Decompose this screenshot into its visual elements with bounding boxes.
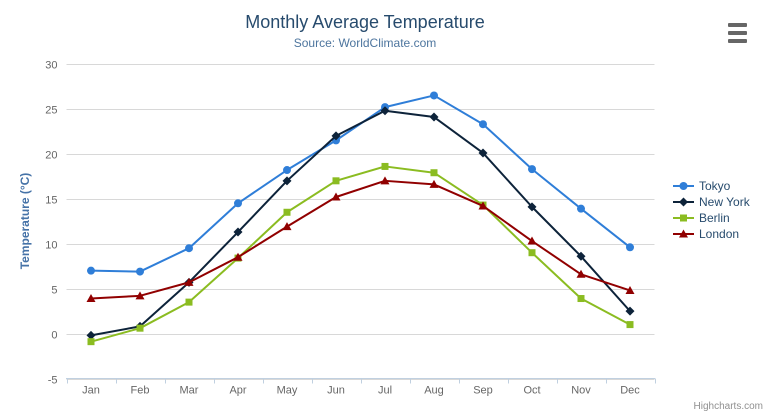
y-axis-label: 5 (51, 285, 57, 297)
data-point-berlin-jan[interactable] (87, 338, 95, 346)
legend-label-new-york: New York (699, 195, 750, 209)
y-axis-title: Temperature (°C) (18, 172, 32, 270)
legend-symbol-london[interactable] (679, 229, 688, 238)
data-point-new-york-apr[interactable] (233, 227, 243, 237)
x-axis-label-jan: Jan (82, 385, 100, 397)
data-point-london-dec[interactable] (625, 285, 635, 294)
x-axis-label-dec: Dec (620, 385, 640, 397)
x-axis-label-oct: Oct (523, 385, 540, 397)
legend-item-berlin[interactable]: Berlin (673, 210, 750, 226)
x-axis-label-apr: Apr (229, 385, 246, 397)
y-axis-label: 25 (45, 105, 57, 117)
data-point-tokyo-may[interactable] (283, 166, 291, 175)
y-axis-label: 15 (45, 195, 57, 207)
data-point-new-york-may[interactable] (282, 176, 292, 186)
legend-symbol-tokyo[interactable] (679, 182, 688, 190)
y-axis-label: 20 (45, 150, 57, 162)
y-axis-label: -5 (48, 375, 58, 387)
data-point-new-york-dec[interactable] (625, 306, 635, 316)
series-london (86, 176, 635, 303)
data-point-tokyo-dec[interactable] (626, 243, 634, 252)
x-axis-label-nov: Nov (571, 385, 591, 397)
series-line-new-york[interactable] (90, 109, 631, 337)
legend-marker-square-icon (673, 214, 694, 222)
data-point-tokyo-nov[interactable] (577, 204, 585, 213)
y-axis-label: 0 (51, 330, 57, 342)
data-point-london-feb[interactable] (135, 291, 145, 300)
legend-marker-triangle-icon (673, 229, 694, 238)
data-point-tokyo-sep[interactable] (479, 120, 487, 129)
legend-symbol-new-york[interactable] (679, 197, 688, 207)
data-point-berlin-jul[interactable] (381, 162, 389, 170)
series-line-london[interactable] (90, 179, 631, 300)
data-point-london-mar[interactable] (184, 277, 194, 286)
data-point-tokyo-oct[interactable] (528, 165, 536, 174)
data-point-berlin-nov[interactable] (577, 295, 585, 303)
data-point-london-jul[interactable] (380, 176, 390, 185)
data-point-berlin-aug[interactable] (430, 169, 438, 177)
x-axis-label-aug: Aug (424, 385, 444, 397)
legend-item-tokyo[interactable]: Tokyo (673, 178, 750, 194)
data-point-tokyo-apr[interactable] (234, 199, 242, 208)
y-axis-label: 30 (45, 60, 57, 72)
data-point-london-oct[interactable] (527, 236, 537, 245)
data-point-berlin-feb[interactable] (136, 324, 144, 332)
data-point-new-york-nov[interactable] (576, 251, 586, 261)
data-point-berlin-dec[interactable] (626, 321, 634, 329)
legend-symbol-berlin[interactable] (680, 214, 687, 222)
x-axis-label-mar: Mar (180, 385, 199, 397)
legend-label-berlin: Berlin (699, 211, 730, 225)
legend-marker-circle-icon (673, 182, 694, 190)
data-point-london-sep[interactable] (478, 201, 488, 210)
x-axis-label-jun: Jun (327, 385, 345, 397)
data-point-berlin-mar[interactable] (185, 298, 193, 306)
data-point-new-york-oct[interactable] (527, 202, 537, 212)
legend-item-new-york[interactable]: New York (673, 194, 750, 210)
legend-item-london[interactable]: London (673, 226, 750, 242)
data-point-london-jun[interactable] (331, 192, 341, 201)
export-menu-button[interactable] (726, 21, 749, 45)
data-point-london-aug[interactable] (429, 179, 439, 188)
data-point-berlin-jun[interactable] (332, 177, 340, 185)
data-point-london-apr[interactable] (233, 252, 243, 261)
data-point-berlin-may[interactable] (283, 208, 291, 216)
data-point-tokyo-aug[interactable] (430, 91, 438, 100)
data-point-new-york-jul[interactable] (380, 106, 390, 116)
data-point-tokyo-jan[interactable] (87, 266, 95, 275)
data-point-berlin-oct[interactable] (528, 249, 536, 257)
highcharts-credit-link[interactable]: Highcharts.com (693, 401, 763, 412)
series-line-berlin[interactable] (90, 165, 631, 343)
data-point-new-york-jan[interactable] (86, 330, 96, 340)
data-point-new-york-sep[interactable] (478, 148, 488, 158)
data-point-london-may[interactable] (282, 222, 292, 231)
x-axis-label-jul: Jul (378, 385, 392, 397)
chart-title: Monthly Average Temperature (245, 12, 485, 32)
data-point-london-nov[interactable] (576, 269, 586, 278)
x-axis-label-feb: Feb (131, 385, 150, 397)
hamburger-icon (728, 23, 747, 27)
x-axis-label-sep: Sep (473, 385, 493, 397)
series-new-york (86, 106, 635, 340)
legend-label-london: London (699, 227, 740, 241)
legend-label-tokyo: Tokyo (699, 179, 731, 193)
data-point-tokyo-mar[interactable] (185, 244, 193, 253)
data-point-new-york-aug[interactable] (429, 112, 439, 122)
series-tokyo (87, 91, 634, 276)
data-point-new-york-jun[interactable] (331, 131, 341, 141)
legend: Tokyo New York Berlin London (673, 178, 750, 242)
series-line-tokyo[interactable] (90, 94, 631, 273)
data-point-london-jan[interactable] (86, 294, 96, 303)
chart-subtitle: Source: WorldClimate.com (293, 36, 437, 50)
x-axis-label-may: May (277, 385, 298, 397)
data-point-tokyo-feb[interactable] (136, 267, 144, 276)
legend-marker-diamond-icon (673, 197, 694, 207)
y-axis-label: 10 (45, 240, 57, 252)
